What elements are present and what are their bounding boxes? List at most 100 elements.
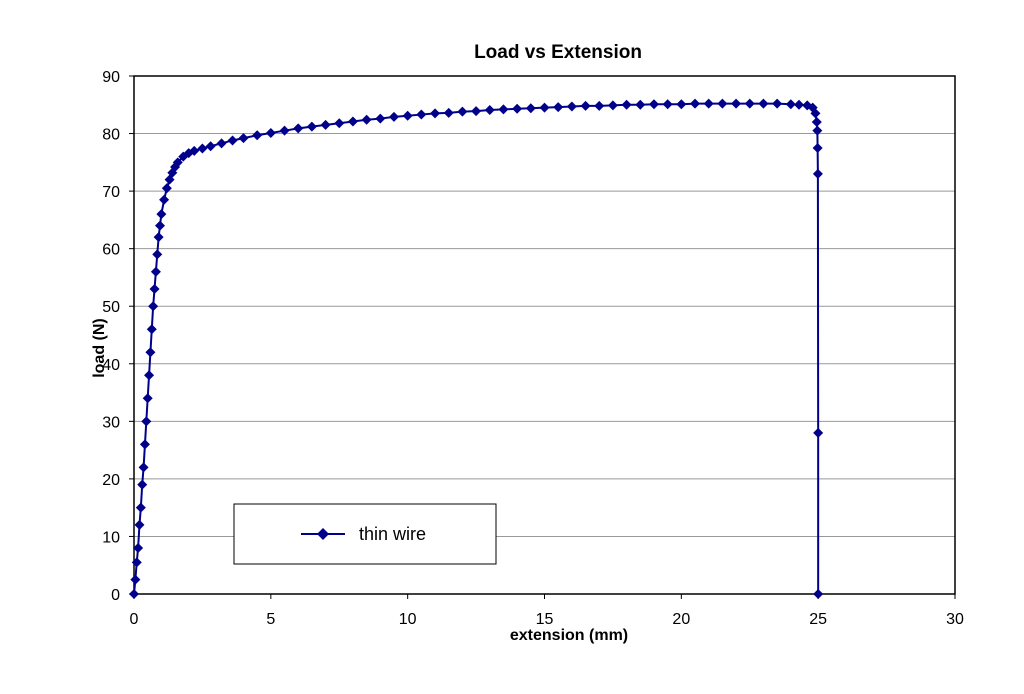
data-point [159,194,170,205]
data-point [138,462,149,473]
data-point [690,98,701,109]
data-point [539,102,550,113]
legend: thin wire [233,503,497,565]
data-point [810,108,821,119]
legend-entry-thin-wire: thin wire [359,524,426,544]
x-axis-label: extension (mm) [510,627,628,644]
ticks-layer: 0 10 20 30 40 50 60 70 80 90 0 5 10 15 20 25 30 [102,69,964,628]
data-point [498,104,509,115]
data-point [744,98,755,109]
data-point [137,479,148,490]
data-point [142,393,153,404]
x-tick-label: 10 [399,611,417,628]
x-tick-label: 0 [130,611,139,628]
data-point [156,209,167,220]
data-point [144,370,155,381]
x-tick-label: 20 [672,611,690,628]
y-tick-label: 60 [102,242,120,259]
data-point [812,125,823,136]
data-point [443,107,454,118]
legend-box [233,503,497,565]
data-point [811,117,822,128]
data-point [361,114,372,125]
y-tick-label: 50 [102,299,120,316]
data-point [402,110,413,121]
data-point [676,99,687,110]
chart-title: Load vs Extension [474,42,642,63]
data-point [731,98,742,109]
data-point [471,106,482,117]
data-point [172,157,183,168]
data-point [135,502,146,513]
data-point [717,98,728,109]
data-point [525,103,536,114]
data-point [566,101,577,112]
data-point [416,109,427,120]
y-tick-label: 80 [102,127,120,144]
data-point [238,133,249,144]
data-point [648,99,659,110]
data-point [150,266,161,277]
data-point [146,324,157,335]
data-point [388,111,399,122]
data-point [306,121,317,132]
data-point [375,113,386,124]
data-point [279,125,290,136]
data-point [812,142,823,153]
data-point [607,100,618,111]
data-point [430,108,441,119]
data-point [145,347,156,358]
y-tick-label: 0 [111,587,120,604]
data-point [152,249,163,260]
data-point [484,104,495,115]
data-point [703,98,714,109]
data-point [129,589,139,599]
y-axis-label: load (N) [91,318,108,378]
data-point [813,589,824,599]
data-point [154,220,165,231]
data-point [139,439,150,450]
data-point [130,574,141,585]
data-point [334,118,345,129]
data-point [153,232,164,243]
data-point [512,103,523,114]
x-tick-label: 25 [809,611,827,628]
x-tick-label: 5 [266,611,275,628]
data-point [148,301,159,312]
data-point [621,99,632,110]
legend-marker-diamond [317,528,329,540]
data-point [785,99,796,110]
data-point [265,127,276,138]
data-point [216,138,227,149]
data-point [772,98,783,109]
data-point [141,416,152,427]
data-point [580,100,591,111]
data-point [812,168,823,179]
data-point [662,99,673,110]
data-point [457,106,468,117]
data-point [794,99,805,110]
data-point [133,542,144,553]
y-tick-label: 10 [102,529,120,546]
y-tick-label: 20 [102,472,120,489]
data-point [197,143,208,154]
x-tick-label: 30 [946,611,964,628]
data-point [594,100,605,111]
data-point [252,130,263,141]
data-point [131,557,142,568]
data-point [149,283,160,294]
grid-layer [134,133,955,537]
data-point [205,141,216,152]
data-point [161,183,172,194]
data-point [293,123,304,134]
y-tick-label: 90 [102,69,120,86]
data-point [553,102,564,113]
data-point [635,99,646,110]
data-point [813,427,824,438]
data-point [227,135,238,146]
y-tick-label: 70 [102,184,120,201]
y-tick-label: 40 [102,357,120,374]
